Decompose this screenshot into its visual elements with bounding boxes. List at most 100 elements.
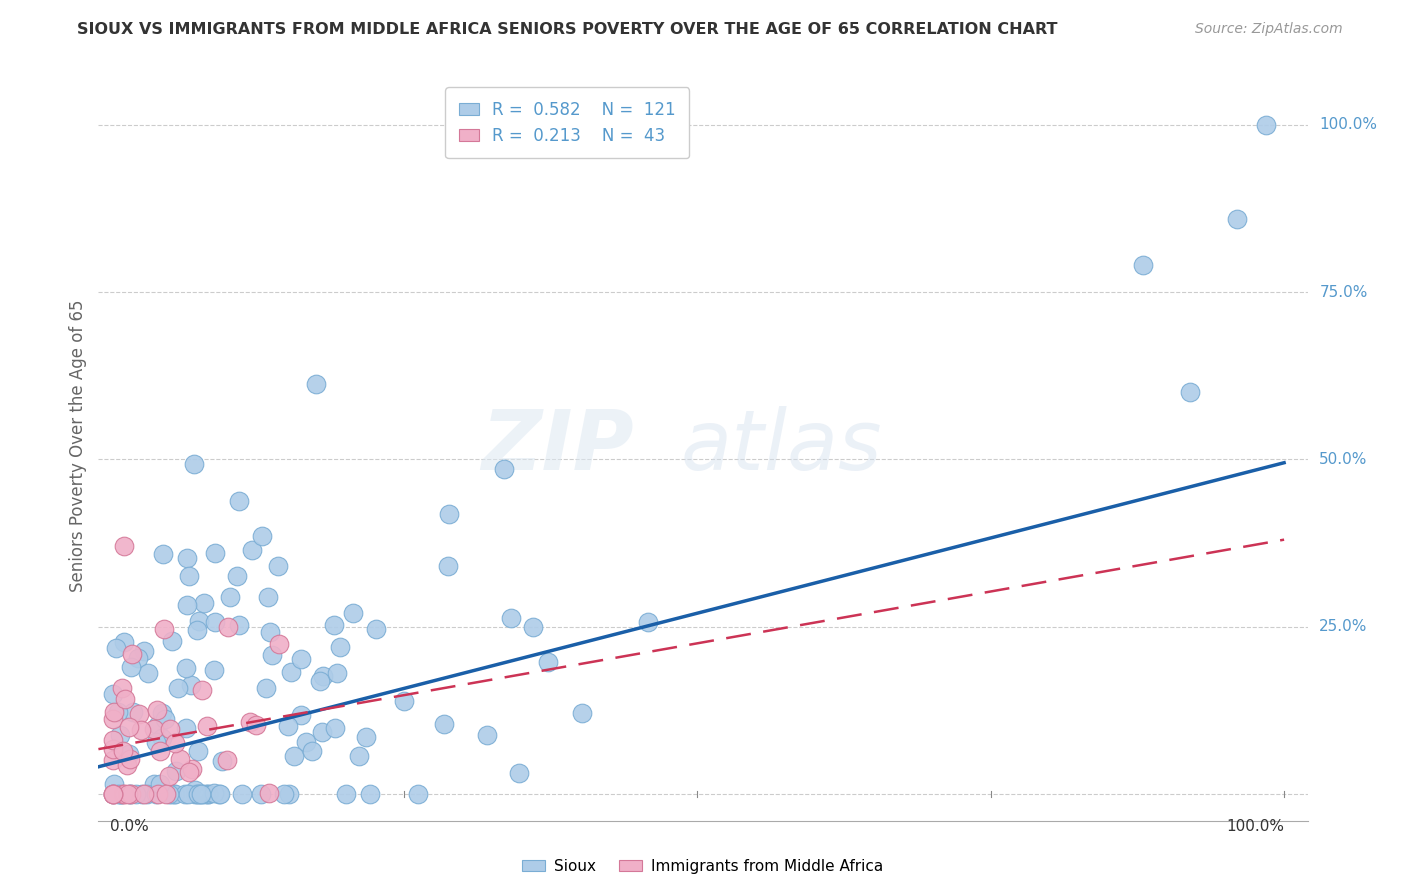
Point [283, 748, 305, 763]
Point [101, 712, 124, 726]
Point [197, 787, 219, 801]
Point [273, 787, 295, 801]
Text: 50.0%: 50.0% [1319, 452, 1368, 467]
Point [208, 787, 231, 801]
Point [406, 787, 429, 801]
Point [202, 787, 225, 801]
Point [290, 707, 312, 722]
Point [186, 787, 208, 801]
Point [211, 754, 233, 768]
Point [326, 666, 349, 681]
Legend: R =  0.582    N =  121, R =  0.213    N =  43: R = 0.582 N = 121, R = 0.213 N = 43 [446, 87, 689, 158]
Point [217, 620, 239, 634]
Point [217, 753, 239, 767]
Point [148, 787, 170, 801]
Point [149, 777, 172, 791]
Point [132, 787, 155, 801]
Point [163, 787, 186, 801]
Point [124, 787, 146, 801]
Point [184, 787, 207, 801]
Point [277, 719, 299, 733]
Point [165, 764, 187, 778]
Point [120, 660, 142, 674]
Point [177, 569, 200, 583]
Point [280, 665, 302, 679]
Point [257, 590, 280, 604]
Point [112, 635, 135, 649]
Point [177, 765, 200, 780]
Text: 100.0%: 100.0% [1226, 819, 1284, 834]
Point [187, 744, 209, 758]
Point [188, 615, 211, 629]
Point [129, 723, 152, 738]
Point [105, 640, 128, 655]
Point [204, 546, 226, 560]
Point [103, 787, 125, 801]
Point [143, 777, 166, 791]
Point [163, 736, 186, 750]
Point [101, 787, 124, 801]
Point [195, 719, 218, 733]
Point [112, 539, 135, 553]
Point [132, 644, 155, 658]
Point [118, 787, 141, 801]
Legend: Sioux, Immigrants from Middle Africa: Sioux, Immigrants from Middle Africa [516, 853, 890, 880]
Point [278, 787, 301, 801]
Point [120, 787, 142, 801]
Point [245, 718, 267, 732]
Point [155, 712, 177, 726]
Point [165, 787, 187, 801]
Point [260, 648, 283, 662]
Point [111, 787, 134, 801]
Point [342, 606, 364, 620]
Point [159, 787, 181, 801]
Point [108, 787, 131, 801]
Point [160, 787, 183, 801]
Point [228, 493, 250, 508]
Point [267, 558, 290, 573]
Point [110, 787, 132, 801]
Point [152, 547, 174, 561]
Point [231, 787, 253, 801]
Point [176, 550, 198, 565]
Point [186, 623, 208, 637]
Point [114, 692, 136, 706]
Point [187, 787, 209, 801]
Point [111, 681, 134, 695]
Point [208, 787, 231, 801]
Point [180, 762, 202, 776]
Point [257, 787, 280, 801]
Point [522, 619, 544, 633]
Point [146, 718, 169, 732]
Point [120, 752, 142, 766]
Point [103, 706, 125, 720]
Point [254, 681, 277, 695]
Point [166, 681, 188, 695]
Point [101, 733, 124, 747]
Point [169, 752, 191, 766]
Point [143, 722, 166, 736]
Point [145, 734, 167, 748]
Point [159, 722, 181, 736]
Point [120, 787, 142, 801]
Point [118, 747, 141, 762]
Point [294, 735, 316, 749]
Point [290, 652, 312, 666]
Point [309, 674, 332, 689]
Point [101, 787, 124, 801]
Point [1132, 259, 1154, 273]
Point [136, 665, 159, 680]
Point [1226, 211, 1249, 226]
Point [145, 787, 167, 801]
Point [174, 787, 197, 801]
Point [202, 663, 225, 677]
Point [103, 777, 125, 791]
Point [437, 507, 460, 521]
Point [240, 543, 263, 558]
Point [359, 787, 381, 801]
Point [127, 650, 149, 665]
Point [162, 634, 184, 648]
Point [197, 787, 219, 801]
Point [323, 618, 346, 632]
Point [494, 462, 516, 476]
